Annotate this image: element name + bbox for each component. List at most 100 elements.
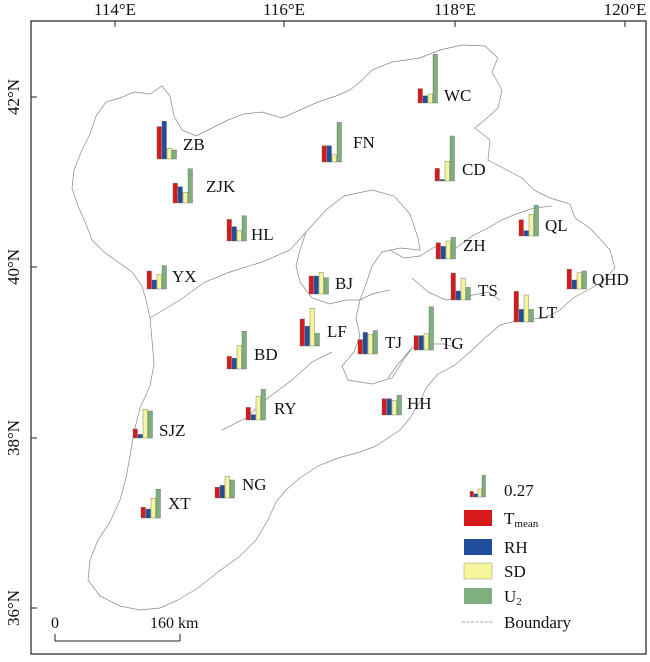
legend-label-sd: SD [504,562,526,581]
station-tg-bar-rh [418,335,424,351]
station-ry-bar-u2 [260,389,266,421]
station-zb-bar-u2 [171,149,177,160]
station-hl-bar-t-mean [226,219,232,242]
legend-swatch-sd [463,562,493,580]
legend-label-rh: RH [504,538,528,557]
station-hl-bar-u2 [241,215,247,242]
station-label: NG [242,475,267,494]
station-xt-bar-rh [145,508,151,519]
station-xt: XT [140,489,191,519]
station-label: LT [538,303,558,322]
station-zh: ZH [435,236,486,260]
station-zh-bar-sd [445,240,451,260]
station-lf: LF [299,308,347,347]
station-ql-bar-t-mean [518,219,524,237]
station-cd: CD [434,135,486,182]
lat-tick-label: 42°N [4,79,23,115]
station-zh-bar-rh [440,246,446,260]
station-lf-bar-t-mean [299,318,305,347]
station-label: WC [444,86,471,105]
station-label: ZJK [206,177,236,196]
station-label: ZH [463,236,486,255]
station-sjz-bar-sd [142,409,148,439]
station-cd-bar-t-mean [434,168,440,182]
station-zjk-bar-sd [182,191,188,204]
station-bd: BD [226,331,278,370]
station-cd-bar-rh [439,179,445,182]
station-sjz-bar-u2 [147,410,153,439]
station-bd-bar-sd [236,345,242,370]
station-label: TJ [385,333,402,352]
station-bj: BJ [308,272,353,295]
station-ng-bar-u2 [229,479,235,499]
longitude-ticks: 114°E 116°E 118°E 120°E [94,0,646,27]
legend-label-u2: U2 [504,587,522,608]
station-lf-bar-sd [309,308,315,347]
station-ts: TS [450,272,498,301]
station-fn-bar-u2 [336,122,342,163]
station-tj-bar-rh [362,332,368,355]
station-zjk-bar-t-mean [172,182,178,204]
station-lt-bar-rh [518,309,524,323]
station-label: CD [462,160,486,179]
station-wc-bar-u2 [432,54,438,104]
station-label: QHD [592,270,629,289]
province-boundary [71,44,616,611]
lon-tick-label: 114°E [94,0,136,19]
station-bj-bar-t-mean [308,275,314,295]
station-label: BD [254,345,278,364]
inner-boundary [295,231,391,305]
station-qhd-bar-sd [576,272,582,290]
station-tj-bar-u2 [372,330,378,355]
station-bj-bar-rh [313,275,319,295]
station-zh-bar-t-mean [435,242,441,260]
station-qhd: QHD [566,269,629,290]
station-ql-bar-u2 [533,205,539,237]
station-label: LF [327,322,347,341]
station-label: BJ [335,274,353,293]
station-label: ZB [183,135,205,154]
station-xt-bar-t-mean [140,507,146,519]
inner-boundary [221,351,333,431]
legend-swatch-t-mean [464,510,492,526]
station-tg: TG [413,306,464,353]
station-wc: WC [417,54,471,105]
station-tj-bar-sd [367,334,373,355]
station-ry-bar-t-mean [245,407,251,421]
station-cd-bar-sd [444,160,450,182]
station-bd-bar-u2 [241,331,247,370]
station-yx-bar-u2 [161,265,167,290]
station-zh-bar-u2 [450,237,456,260]
station-zjk: ZJK [172,168,236,204]
station-zjk-bar-u2 [187,168,193,204]
legend-sample-bar-sd [477,488,482,498]
station-charts: WC ZB FN CD ZJK HL ZH QL YX BJ TS QHD LT LF TJ TG BD RY HH… [132,54,629,519]
station-ng-bar-sd [224,476,230,499]
station-tj: TJ [357,330,402,355]
outer-boundary [71,44,616,611]
station-label: QL [545,216,568,235]
station-label: XT [168,494,191,513]
station-hl: HL [226,215,274,244]
latitude-ticks: 42°N 40°N 38°N 36°N [4,79,37,626]
station-label: TG [441,334,464,353]
station-fn-bar-t-mean [321,145,327,163]
station-tg-bar-t-mean [413,335,419,351]
station-wc-bar-sd [427,93,433,104]
legend-sample-bar-u2 [481,475,486,498]
legend-scale-value: 0.27 [504,481,534,500]
station-ts-bar-sd [460,278,466,301]
station-label: SJZ [159,421,185,440]
station-lf-bar-u2 [314,333,320,347]
lat-tick-label: 38°N [4,420,23,456]
map-frame [30,20,647,655]
lat-tick-label: 40°N [4,249,23,285]
legend-sample-bar-rh [473,493,478,498]
legend-swatch-u2 [464,588,492,604]
station-zjk-bar-rh [177,186,183,204]
station-yx: YX [146,265,197,290]
station-cd-bar-u2 [449,135,455,182]
station-xt-bar-sd [150,498,156,519]
station-zb-bar-rh [161,120,167,160]
station-ts-bar-t-mean [450,272,456,301]
